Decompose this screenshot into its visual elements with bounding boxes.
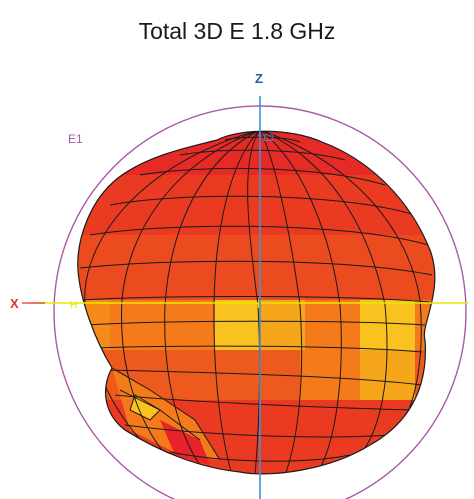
top-pole-label: E2 bbox=[263, 133, 274, 143]
plot-title: Total 3D E 1.8 GHz bbox=[138, 18, 336, 44]
x-axis-label: X bbox=[10, 296, 19, 311]
z-axis-label: Z bbox=[255, 71, 263, 86]
surface-outline bbox=[77, 130, 436, 475]
ring-label: E1 bbox=[68, 132, 83, 146]
x-tick-label: H bbox=[70, 300, 77, 311]
y-tick-label: Y bbox=[255, 300, 262, 311]
